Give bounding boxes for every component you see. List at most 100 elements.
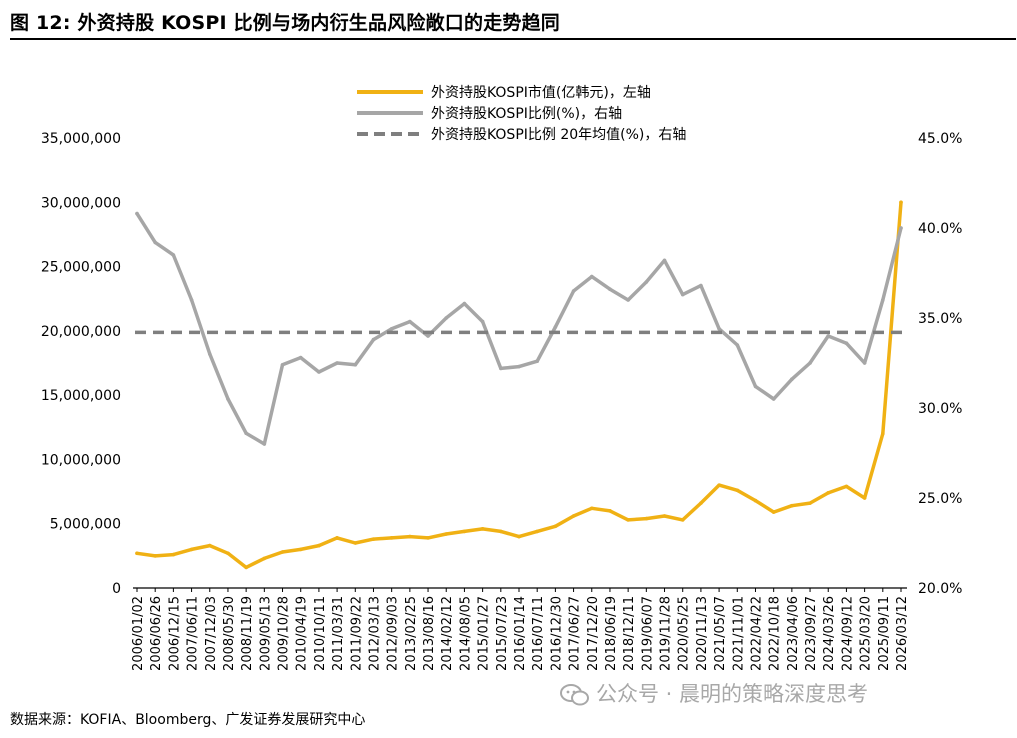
data-point — [280, 550, 285, 554]
left-y-tick-label: 20,000,000 — [41, 324, 121, 340]
data-point — [881, 431, 885, 436]
x-tick-label: 2014/08/05 — [458, 596, 473, 671]
x-tick-label: 2006/01/02 — [131, 596, 146, 671]
right-y-tick-label: 35.0% — [918, 311, 962, 327]
figure-title: 图 12: 外资持股 KOSPI 比例与场内衍生品风险敞口的走势趋同 — [10, 12, 560, 34]
data-point — [280, 363, 285, 367]
data-point — [335, 361, 339, 365]
data-point — [699, 283, 703, 288]
data-point — [207, 543, 212, 548]
wechat-icon — [560, 684, 589, 706]
right-y-tick-label: 45.0% — [918, 131, 962, 147]
data-point — [626, 298, 630, 302]
x-tick-label: 2010/10/11 — [313, 596, 328, 671]
data-point — [207, 352, 212, 356]
data-point — [589, 274, 594, 279]
x-tick-label: 2006/06/26 — [149, 596, 164, 671]
data-point — [371, 337, 376, 342]
data-point — [753, 384, 758, 389]
data-point — [444, 532, 449, 536]
right-y-tick-label: 40.0% — [918, 221, 962, 237]
x-tick-label: 2021/05/07 — [713, 596, 728, 671]
data-point — [244, 565, 248, 570]
left-y-tick-label: 35,000,000 — [41, 131, 121, 147]
data-point — [426, 334, 430, 338]
data-point — [426, 536, 430, 540]
data-point — [298, 355, 303, 360]
data-point — [844, 341, 849, 346]
x-tick-label: 2016/07/11 — [531, 596, 546, 671]
x-tick-label: 2008/11/19 — [240, 596, 255, 671]
x-tick-label: 2009/05/13 — [258, 596, 273, 671]
x-tick-label: 2020/05/25 — [677, 596, 692, 671]
data-point — [826, 491, 831, 495]
left-y-tick-label: 0 — [112, 581, 121, 597]
data-point — [771, 510, 776, 514]
chart-legend: 外资持股KOSPI市值(亿韩元)，左轴外资持股KOSPI比例(%)，右轴外资持股… — [357, 84, 686, 143]
x-tick-label: 2007/06/11 — [186, 596, 201, 671]
legend-label: 外资持股KOSPI市值(亿韩元)，左轴 — [431, 84, 651, 101]
data-point — [553, 325, 558, 329]
data-point — [608, 509, 612, 513]
x-tick-label: 2017/06/27 — [568, 596, 583, 671]
data-point — [408, 319, 412, 324]
data-point — [662, 514, 667, 518]
data-point — [808, 361, 812, 365]
right-y-tick-label: 30.0% — [918, 401, 962, 417]
legend-label: 外资持股KOSPI比例(%)，右轴 — [431, 106, 622, 122]
data-point — [735, 488, 740, 493]
data-point — [189, 547, 194, 552]
title-divider — [10, 38, 1016, 40]
x-tick-label: 2015/01/27 — [477, 596, 492, 671]
x-tick-label: 2017/12/20 — [586, 596, 601, 671]
data-point — [462, 529, 467, 534]
right-y-tick-label: 25.0% — [918, 491, 962, 507]
data-point — [899, 226, 903, 230]
data-point — [589, 506, 594, 511]
data-point — [535, 529, 539, 534]
data-point — [790, 377, 794, 382]
data-point — [881, 298, 885, 302]
data-point — [535, 359, 539, 364]
x-tick-label: 2013/08/16 — [422, 596, 437, 671]
x-tick-label: 2012/03/13 — [367, 596, 382, 671]
x-tick-label: 2018/06/19 — [604, 596, 619, 671]
data-point — [462, 301, 467, 306]
data-point — [480, 319, 485, 324]
data-point — [826, 334, 831, 338]
left-y-tick-label: 25,000,000 — [41, 260, 121, 276]
x-tick-label: 2018/12/11 — [622, 596, 637, 671]
x-tick-label: 2024/09/12 — [840, 596, 855, 671]
x-tick-label: 2023/04/06 — [786, 596, 801, 671]
data-point — [444, 316, 449, 320]
data-point — [717, 327, 721, 331]
data-point — [771, 397, 776, 401]
x-tick-label: 2022/10/18 — [768, 596, 783, 671]
data-point — [153, 554, 157, 558]
data-point — [335, 536, 339, 540]
data-point — [262, 556, 267, 561]
x-tick-label: 2016/01/14 — [513, 596, 528, 671]
x-tick-label: 2021/11/01 — [731, 596, 746, 671]
x-tick-label: 2025/09/11 — [877, 596, 892, 671]
data-point — [189, 298, 194, 302]
data-point — [480, 527, 485, 531]
data-point — [317, 543, 321, 548]
data-point — [371, 537, 376, 541]
data-point — [135, 551, 139, 556]
left-y-tick-label: 10,000,000 — [41, 452, 121, 468]
watermark: 公众号 · 晨明的策略深度思考 — [560, 678, 868, 708]
x-tick-label: 2019/11/28 — [659, 596, 674, 671]
data-point — [553, 524, 558, 529]
watermark-text: 公众号 · 晨明的策略深度思考 — [596, 682, 869, 706]
data-point — [680, 518, 685, 522]
left-y-tick-label: 30,000,000 — [41, 195, 121, 211]
x-tick-label: 2024/03/26 — [822, 596, 837, 671]
left-y-axis: 0 5,000,000 10,000,000 15,000,000 20,000,000… — [41, 131, 121, 597]
data-point — [862, 496, 867, 500]
data-point — [353, 541, 358, 545]
x-tick-label: 2006/12/15 — [167, 596, 182, 671]
data-point — [644, 280, 649, 284]
x-axis: 2006/01/02 2006/06/26 2006/12/15 2007/06/11… — [131, 587, 910, 671]
